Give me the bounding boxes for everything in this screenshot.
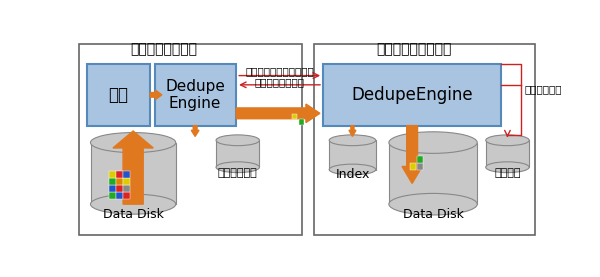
Text: 圧縮: 圧縮 (109, 86, 128, 104)
FancyArrow shape (236, 104, 320, 122)
Text: Data Disk: Data Disk (103, 208, 164, 221)
FancyArrow shape (402, 126, 422, 183)
Bar (292, 114, 298, 119)
Bar (116, 185, 122, 192)
Ellipse shape (329, 164, 376, 175)
Bar (123, 192, 130, 199)
Bar (314, 44, 535, 235)
Ellipse shape (91, 194, 176, 214)
Bar (216, 140, 259, 167)
Bar (86, 64, 150, 126)
Bar (323, 64, 501, 126)
Bar (116, 178, 122, 185)
FancyArrow shape (113, 131, 153, 204)
Bar (79, 44, 302, 235)
Text: Data Disk: Data Disk (403, 208, 463, 221)
Bar (389, 143, 477, 204)
Bar (123, 178, 130, 185)
Text: ハッシュ: ハッシュ (494, 168, 521, 178)
Bar (486, 140, 529, 167)
Text: Dedupe
Engine: Dedupe Engine (165, 79, 225, 111)
Ellipse shape (91, 133, 176, 153)
FancyArrow shape (150, 90, 162, 99)
Text: ハッシュコードのみ送信: ハッシュコードのみ送信 (245, 66, 314, 76)
Bar (299, 119, 304, 125)
Bar (155, 64, 236, 126)
Bar (123, 171, 130, 178)
FancyArrow shape (349, 126, 356, 136)
Text: DedupeEngine: DedupeEngine (352, 86, 473, 104)
Bar (116, 192, 122, 199)
Ellipse shape (329, 135, 376, 146)
Bar (109, 178, 116, 185)
Ellipse shape (486, 135, 529, 146)
Bar (410, 163, 416, 170)
Ellipse shape (389, 193, 477, 215)
Ellipse shape (389, 132, 477, 153)
Text: データキュー: データキュー (218, 168, 257, 178)
Text: ストレージデーモン: ストレージデーモン (377, 42, 452, 57)
Text: ファイルデーモン: ファイルデーモン (131, 42, 197, 57)
Bar (109, 185, 116, 192)
Bar (91, 143, 176, 204)
FancyArrow shape (191, 126, 199, 136)
Bar (417, 163, 423, 170)
Ellipse shape (216, 135, 259, 146)
Bar (329, 140, 376, 170)
Bar (109, 171, 116, 178)
Bar (417, 157, 423, 163)
Ellipse shape (486, 162, 529, 173)
Text: Index: Index (335, 168, 370, 181)
Bar (109, 192, 116, 199)
Text: ないデータを要求: ないデータを要求 (254, 77, 305, 87)
Text: ハッシュ計算: ハッシュ計算 (524, 84, 562, 94)
Ellipse shape (216, 162, 259, 173)
Bar (116, 171, 122, 178)
Bar (123, 185, 130, 192)
